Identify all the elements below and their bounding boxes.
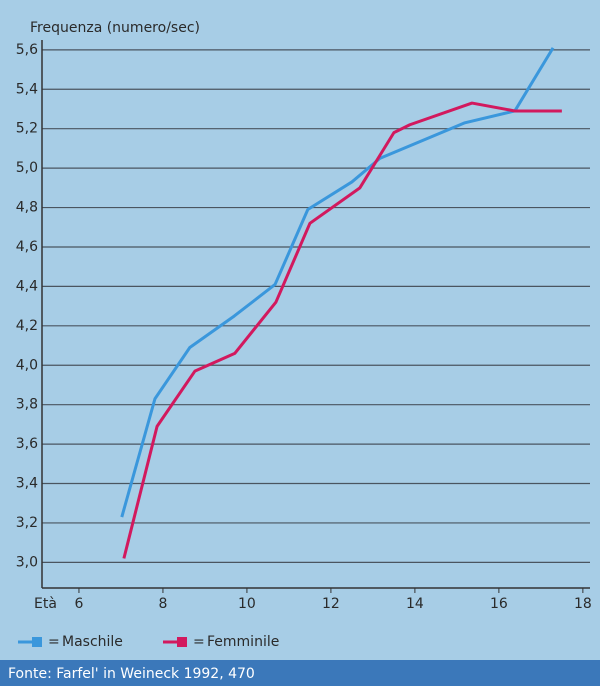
data-line (122, 101, 562, 559)
x-tick-label: 12 (322, 596, 340, 612)
data-line (120, 47, 555, 518)
legend-sign: = (48, 634, 60, 650)
y-tick-label: 5,6 (16, 42, 38, 58)
y-tick-label: 4,2 (16, 318, 38, 334)
legend-label: Maschile (62, 634, 123, 650)
y-tick-label: 4,6 (16, 239, 38, 255)
legend-label: Femminile (207, 634, 279, 650)
y-tick-label: 3,6 (16, 436, 38, 452)
y-tick-label: 5,2 (16, 121, 38, 137)
y-tick-label: 3,8 (16, 397, 38, 413)
y-axis-title: Frequenza (numero/sec) (30, 20, 200, 36)
x-axis-title: Età (34, 596, 57, 612)
x-tick-label: 8 (158, 596, 167, 612)
y-tick-label: 5,4 (16, 81, 38, 97)
x-tick-label: 16 (490, 596, 508, 612)
x-tick-label: 10 (238, 596, 256, 612)
y-tick-label: 4,8 (16, 200, 38, 216)
footer-bar (0, 660, 600, 686)
y-tick-label: 3,0 (16, 554, 38, 570)
x-tick-label: 6 (74, 596, 83, 612)
x-tick-label: 14 (406, 596, 424, 612)
y-tick-label: 4,0 (16, 357, 38, 373)
y-tick-label: 3,4 (16, 476, 38, 492)
y-tick-label: 5,0 (16, 160, 38, 176)
y-tick-label: 4,4 (16, 278, 38, 294)
x-tick-label: 18 (574, 596, 592, 612)
legend-symbol (177, 637, 187, 647)
source: Fonte: Farfel' in Weineck 1992, 470 (8, 666, 255, 682)
y-tick-label: 3,2 (16, 515, 38, 531)
legend-sign: = (193, 634, 205, 650)
legend-symbol (32, 637, 42, 647)
